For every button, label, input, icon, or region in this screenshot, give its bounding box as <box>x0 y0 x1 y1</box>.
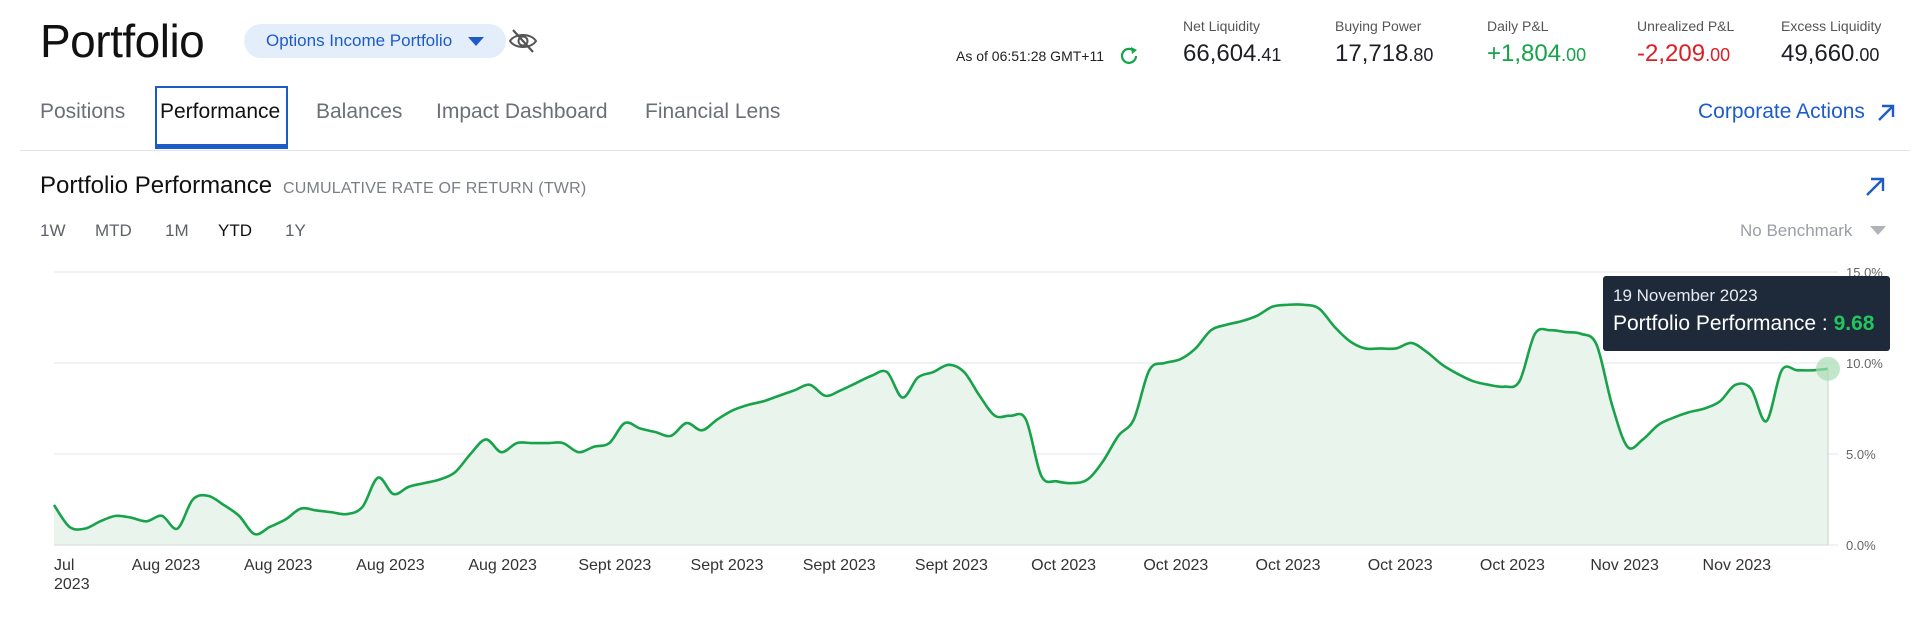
range-ytd[interactable]: YTD <box>218 221 252 240</box>
page-title: Portfolio <box>40 15 205 67</box>
metric-value: 66,604.41 <box>1183 40 1282 67</box>
x-tick-label: Sept 2023 <box>915 557 988 574</box>
hide-values-eye-icon[interactable] <box>508 27 538 55</box>
y-tick-label: 0.0% <box>1846 538 1876 553</box>
account-selector-label: Options Income Portfolio <box>266 31 453 50</box>
header-divider <box>20 150 1910 151</box>
x-tick-label: Nov 2023 <box>1590 557 1659 574</box>
x-tick-label: Sept 2023 <box>803 557 876 574</box>
x-tick-label: Oct 2023 <box>1480 557 1545 574</box>
x-tick-label: Sept 2023 <box>691 557 764 574</box>
range-1w[interactable]: 1W <box>40 221 66 240</box>
performance-title: Portfolio Performance <box>40 172 273 199</box>
x-tick-label: Oct 2023 <box>1256 557 1321 574</box>
metric-value: 49,660.00 <box>1781 40 1880 67</box>
chart-tooltip: 19 November 2023 Portfolio Performance :… <box>1603 276 1890 351</box>
metric-value: -2,209.00 <box>1637 40 1731 67</box>
range-mtd[interactable]: MTD <box>95 221 132 240</box>
chevron-down-icon <box>468 37 484 46</box>
benchmark-selector[interactable]: No Benchmark <box>1740 221 1853 240</box>
x-tick-label: Oct 2023 <box>1143 557 1208 574</box>
metric-unrealized-pnl: Unrealized P&L -2,209.00 <box>1637 18 1734 68</box>
metric-label: Buying Power <box>1335 18 1422 34</box>
x-tick-label: Sept 2023 <box>578 557 651 574</box>
metric-value: 17,718.80 <box>1335 40 1434 67</box>
x-tick-label: Jul <box>54 557 74 574</box>
metric-label: Net Liquidity <box>1183 18 1261 34</box>
tab-financial-lens[interactable]: Financial Lens <box>645 100 781 123</box>
x-tick-label: Aug 2023 <box>468 557 537 574</box>
as-of-timestamp: As of 06:51:28 GMT+11 <box>956 48 1104 64</box>
series-area-fill <box>54 304 1828 545</box>
tab-performance[interactable]: Performance <box>160 100 281 123</box>
x-tick-label: Aug 2023 <box>132 557 201 574</box>
refresh-icon[interactable] <box>1118 45 1140 67</box>
metric-daily-pnl: Daily P&L +1,804.00 <box>1487 18 1586 68</box>
active-tab-underline <box>155 144 288 149</box>
metric-excess-liquidity: Excess Liquidity 49,660.00 <box>1781 18 1881 68</box>
x-tick-label: Aug 2023 <box>356 557 425 574</box>
x-tick-label-year: 2023 <box>54 576 90 593</box>
account-selector[interactable]: Options Income Portfolio <box>244 24 506 58</box>
active-tab-focus-ring <box>155 86 288 148</box>
range-1m[interactable]: 1M <box>165 221 189 240</box>
expand-arrow-icon[interactable] <box>1864 176 1886 198</box>
metric-label: Excess Liquidity <box>1781 18 1882 34</box>
range-1y[interactable]: 1Y <box>285 221 306 240</box>
tooltip-label: Portfolio Performance : <box>1613 312 1834 335</box>
performance-subtitle: CUMULATIVE RATE OF RETURN (TWR) <box>283 180 587 197</box>
hover-point <box>1816 356 1840 381</box>
tab-impact-dashboard[interactable]: Impact Dashboard <box>436 100 608 123</box>
x-tick-label: Oct 2023 <box>1368 557 1433 574</box>
series-line <box>52 303 1829 536</box>
y-tick-label: 10.0% <box>1846 356 1883 371</box>
tooltip-date: 19 November 2023 <box>1613 286 1758 305</box>
y-tick-label: 5.0% <box>1846 447 1876 462</box>
tab-balances[interactable]: Balances <box>316 100 403 123</box>
x-tick-label: Aug 2023 <box>244 557 313 574</box>
benchmark-chevron-down-icon[interactable] <box>1870 226 1886 235</box>
metric-buying-power: Buying Power 17,718.80 <box>1335 18 1433 68</box>
x-tick-label: Oct 2023 <box>1031 557 1096 574</box>
external-arrow-icon[interactable] <box>1876 103 1896 123</box>
metric-value: +1,804.00 <box>1487 40 1587 67</box>
metric-label: Unrealized P&L <box>1637 18 1735 34</box>
portfolio-header: Portfolio Options Income Portfolio As of… <box>0 0 1922 150</box>
tab-positions[interactable]: Positions <box>40 100 126 123</box>
metric-label: Daily P&L <box>1487 18 1549 34</box>
metric-net-liquidity: Net Liquidity 66,604.41 <box>1183 18 1281 68</box>
tooltip-value: 9.68 <box>1833 312 1875 335</box>
x-tick-label: Nov 2023 <box>1703 557 1772 574</box>
tooltip-line: Portfolio Performance : 9.68 <box>1613 312 1880 336</box>
corporate-actions-link[interactable]: Corporate Actions <box>1698 100 1865 123</box>
